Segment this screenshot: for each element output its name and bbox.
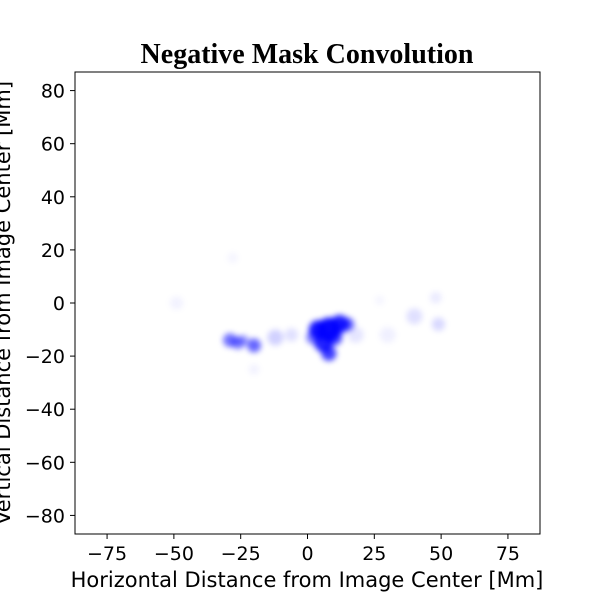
y-axis-label: Vertical Distance from Image Center [Mm] xyxy=(0,81,15,525)
heatmap-blob xyxy=(248,364,260,375)
heatmap-blob xyxy=(284,328,299,342)
heatmap-blob xyxy=(306,330,320,345)
heatmap-blob xyxy=(247,338,261,353)
heatmap-blob xyxy=(379,326,396,343)
y-tick-label: 40 xyxy=(41,187,65,209)
x-tick-label: −50 xyxy=(154,543,194,565)
y-tick-label: −20 xyxy=(25,346,65,368)
x-tick-label: 25 xyxy=(362,543,386,565)
y-tick-label: −80 xyxy=(25,505,65,527)
heatmap-blob xyxy=(347,326,364,343)
heatmap-blob xyxy=(326,329,343,346)
y-tick-label: −60 xyxy=(25,452,65,474)
y-axis: −80 −60 −40 −20 0 20 40 60 80 xyxy=(25,81,75,527)
heatmap-blob xyxy=(267,329,284,346)
heatmap-blob xyxy=(227,252,239,264)
x-tick-label: −25 xyxy=(221,543,261,565)
y-tick-label: 60 xyxy=(41,134,65,156)
x-tick-label: −75 xyxy=(87,543,127,565)
heatmap-blob xyxy=(340,317,355,331)
heatmap-layer xyxy=(169,252,446,375)
x-tick-label: 0 xyxy=(301,543,313,565)
y-tick-label: 20 xyxy=(41,240,65,262)
chart-title: Negative Mask Convolution xyxy=(141,39,474,70)
heatmap-blob xyxy=(406,308,423,325)
heatmap-blob xyxy=(321,345,337,361)
x-axis-label: Horizontal Distance from Image Center [M… xyxy=(71,568,544,592)
y-tick-label: −40 xyxy=(25,399,65,421)
heatmap-blob xyxy=(169,296,184,310)
y-tick-label: 0 xyxy=(53,293,65,315)
plot-area xyxy=(75,72,540,534)
x-tick-label: 50 xyxy=(429,543,453,565)
heatmap-blob xyxy=(431,317,446,331)
heatmap-blob xyxy=(374,295,385,306)
y-tick-label: 80 xyxy=(41,81,65,103)
x-axis: −75 −50 −25 0 25 50 75 xyxy=(87,534,520,565)
heatmap-blob xyxy=(238,334,249,346)
heatmap-blob xyxy=(429,291,442,304)
x-tick-label: 75 xyxy=(496,543,520,565)
